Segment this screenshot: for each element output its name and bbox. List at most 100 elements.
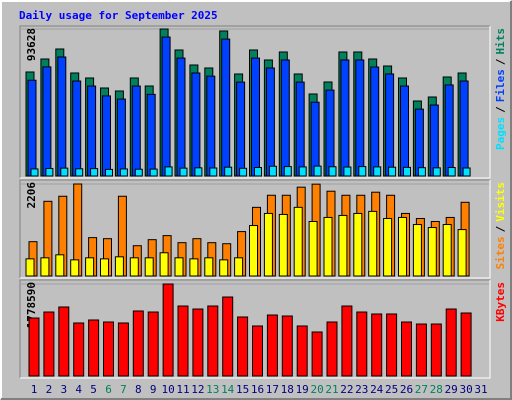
x-tick-label: 10 xyxy=(161,383,174,396)
plot-edge-light xyxy=(20,26,491,179)
legend-entry: Sites xyxy=(494,236,507,269)
legend-entry: KBytes xyxy=(494,282,507,322)
bar xyxy=(444,84,454,177)
bar xyxy=(442,224,452,277)
bar xyxy=(207,305,219,377)
x-tick-label: 25 xyxy=(385,383,398,396)
legend: KBytes xyxy=(494,282,507,322)
bar xyxy=(239,167,248,177)
bar xyxy=(326,321,338,377)
bar xyxy=(164,166,173,177)
bar xyxy=(147,311,159,377)
bar xyxy=(370,66,380,177)
chart-title: Daily usage for September 2025 xyxy=(19,9,218,22)
bar xyxy=(412,224,422,277)
bar xyxy=(295,81,305,177)
bar xyxy=(401,321,412,377)
bar xyxy=(116,98,126,177)
bar xyxy=(102,95,111,177)
x-tick-label: 12 xyxy=(191,383,204,396)
bar xyxy=(162,283,174,377)
bar xyxy=(373,166,382,177)
bar xyxy=(88,319,100,377)
bar xyxy=(356,311,368,377)
bar xyxy=(114,256,124,277)
bar xyxy=(445,308,457,377)
bar xyxy=(27,79,37,177)
legend-separator: / xyxy=(494,58,507,65)
bar xyxy=(189,258,199,277)
bar xyxy=(25,258,35,277)
bar xyxy=(194,167,203,177)
bar xyxy=(403,166,411,177)
plot-edge-dark xyxy=(19,279,490,378)
bar xyxy=(204,257,214,277)
legend-entry: Files xyxy=(494,69,507,102)
x-tick-label: 16 xyxy=(251,383,264,396)
x-tick-label: 4 xyxy=(75,383,82,396)
bar xyxy=(414,108,424,177)
bar xyxy=(325,89,335,177)
bar xyxy=(236,81,246,177)
legend: Sites / Visits xyxy=(494,182,507,270)
bar xyxy=(400,85,409,177)
bar xyxy=(460,312,472,377)
bar xyxy=(311,331,323,377)
bar xyxy=(224,166,233,177)
x-tick-label: 1 xyxy=(31,383,38,396)
bar xyxy=(371,313,383,377)
legend-separator: / xyxy=(494,106,507,113)
bar xyxy=(249,225,258,277)
bar xyxy=(144,257,154,277)
bar xyxy=(87,85,97,177)
bar xyxy=(60,167,69,177)
x-tick-label: 21 xyxy=(325,383,338,396)
x-tick-label: 17 xyxy=(266,383,279,396)
bar xyxy=(55,254,65,277)
x-tick-label: 30 xyxy=(459,383,472,396)
bar xyxy=(417,167,426,177)
bar xyxy=(28,317,40,377)
bar xyxy=(386,313,398,377)
bar xyxy=(341,305,353,377)
bar xyxy=(343,166,352,177)
bar xyxy=(30,168,39,177)
bar xyxy=(457,229,467,277)
x-tick-label: 23 xyxy=(355,383,368,396)
bar xyxy=(221,38,231,177)
bar xyxy=(70,259,80,277)
x-tick-label: 6 xyxy=(105,383,112,396)
bar xyxy=(323,216,333,277)
bar xyxy=(340,59,350,177)
x-tick-label: 27 xyxy=(415,383,428,396)
bar xyxy=(58,306,70,377)
bar xyxy=(283,166,292,177)
x-tick-label: 13 xyxy=(206,383,219,396)
bar xyxy=(219,259,229,277)
bar xyxy=(129,257,139,277)
x-tick-label: 20 xyxy=(310,383,323,396)
x-tick-label: 7 xyxy=(120,383,127,396)
bar xyxy=(447,167,456,177)
x-tick-label: 15 xyxy=(236,383,249,396)
y-tick-label: 1778590 xyxy=(25,282,38,328)
bar xyxy=(281,315,293,377)
x-tick-label: 14 xyxy=(221,383,235,396)
bar xyxy=(209,167,218,177)
bar xyxy=(161,36,171,177)
bar xyxy=(179,167,188,177)
bar xyxy=(192,308,204,377)
legend-entry: Visits xyxy=(494,182,507,222)
bar xyxy=(57,56,67,177)
x-tick-label: 5 xyxy=(90,383,97,396)
bar xyxy=(132,310,144,377)
bar xyxy=(72,80,82,177)
bar xyxy=(134,168,143,177)
bar xyxy=(308,220,318,277)
bar xyxy=(266,314,278,377)
x-tick-label: 31 xyxy=(474,383,487,396)
y-tick-label: 93628 xyxy=(25,28,38,61)
